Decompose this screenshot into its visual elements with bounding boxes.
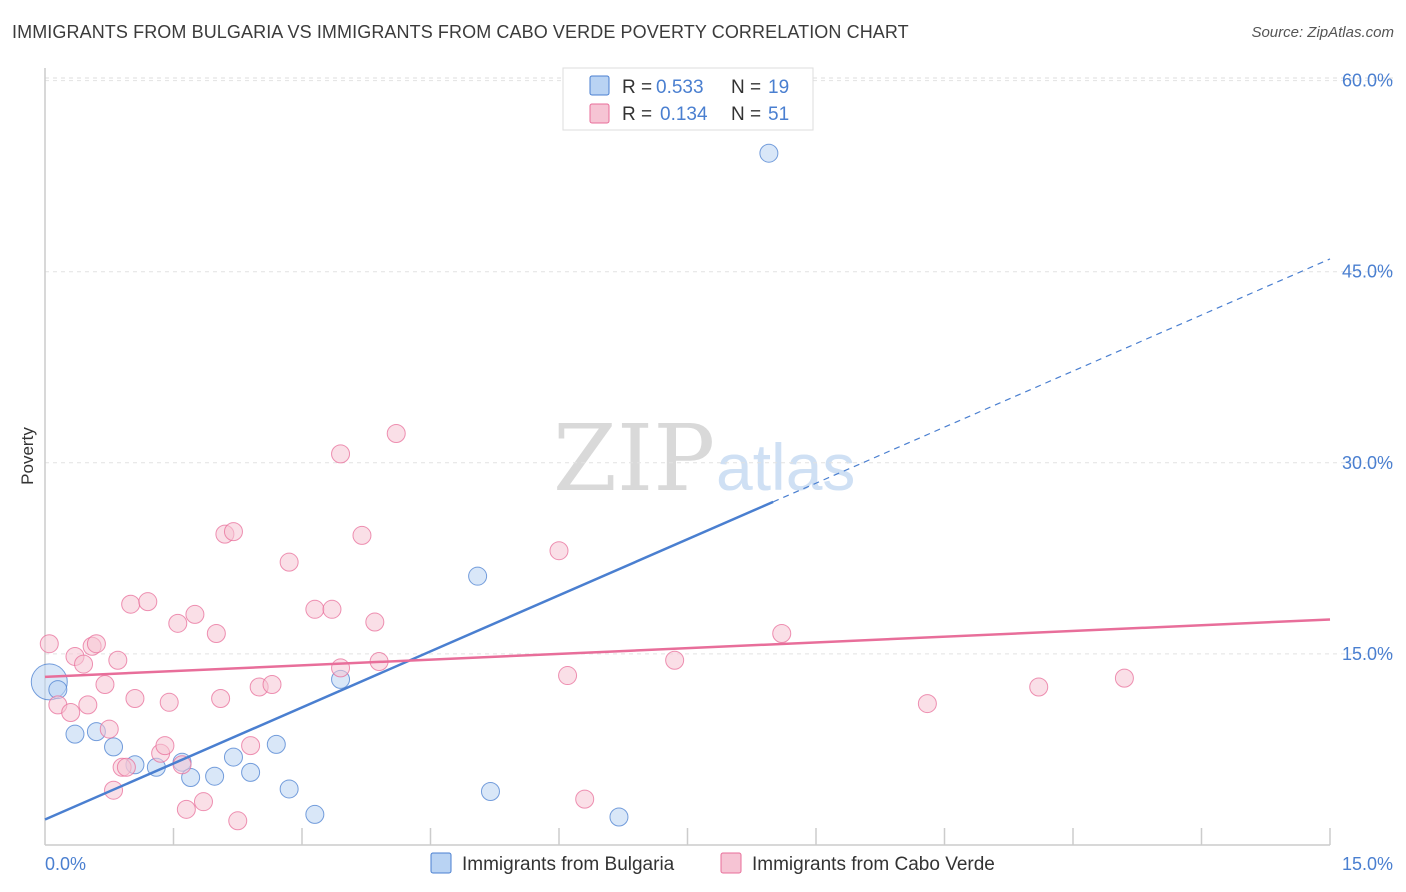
chart-title: IMMIGRANTS FROM BULGARIA VS IMMIGRANTS F… xyxy=(12,22,909,42)
point-cabo-verde xyxy=(193,792,213,812)
point-cabo-verde xyxy=(322,599,342,619)
point-bulgaria xyxy=(468,566,488,586)
watermark-atlas: atlas xyxy=(716,430,855,504)
x-axis-ticks: 0.0% 15.0% xyxy=(45,828,1393,874)
point-cabo-verde xyxy=(185,604,205,624)
point-cabo-verde xyxy=(121,594,141,614)
point-cabo-verde xyxy=(39,634,59,654)
trend-line-cabo-verde xyxy=(44,618,1331,679)
point-cabo-verde xyxy=(176,799,196,819)
point-cabo-verde xyxy=(331,658,351,678)
point-cabo-verde xyxy=(223,522,243,542)
watermark: ZIP atlas xyxy=(553,405,855,512)
stats-r-label-bulgaria: R = xyxy=(622,77,652,98)
point-cabo-verde xyxy=(228,811,248,831)
point-bulgaria xyxy=(241,762,261,782)
y-tick-label: 15.0% xyxy=(1342,644,1393,664)
point-cabo-verde xyxy=(116,757,136,777)
point-cabo-verde xyxy=(86,634,106,654)
stats-swatch-cabo-verde xyxy=(589,103,610,124)
point-cabo-verde xyxy=(262,674,282,694)
bottom-legend: Immigrants from Bulgaria Immigrants from… xyxy=(430,852,995,875)
point-cabo-verde xyxy=(61,703,81,723)
y-tick-label: 60.0% xyxy=(1342,71,1393,91)
stats-n-label-bulgaria: N = xyxy=(731,77,761,98)
point-cabo-verde xyxy=(279,552,299,572)
point-bulgaria xyxy=(609,807,629,827)
chart-source: Source: ZipAtlas.com xyxy=(1251,24,1394,41)
x-tick-label: 0.0% xyxy=(45,854,86,874)
point-cabo-verde xyxy=(108,650,128,670)
point-cabo-verde xyxy=(352,525,372,545)
point-cabo-verde xyxy=(365,612,385,632)
point-cabo-verde xyxy=(549,541,569,561)
point-cabo-verde xyxy=(78,695,98,715)
point-cabo-verde xyxy=(386,423,406,443)
point-cabo-verde xyxy=(159,692,179,712)
stats-r-value-cabo-verde: 0.134 xyxy=(660,104,708,125)
point-bulgaria xyxy=(205,766,225,786)
point-cabo-verde xyxy=(155,736,175,756)
point-bulgaria xyxy=(305,804,325,824)
point-cabo-verde xyxy=(917,694,937,714)
stats-n-label-cabo-verde: N = xyxy=(731,104,761,125)
point-bulgaria xyxy=(279,779,299,799)
y-tick-label: 30.0% xyxy=(1342,453,1393,473)
point-bulgaria xyxy=(266,734,286,754)
trend-lines xyxy=(44,258,1331,821)
trend-line-extension-bulgaria xyxy=(772,258,1331,503)
legend-label-bulgaria: Immigrants from Bulgaria xyxy=(462,854,675,875)
watermark-zip: ZIP xyxy=(553,405,715,512)
point-bulgaria xyxy=(223,747,243,767)
stats-swatch-bulgaria xyxy=(589,75,610,96)
point-cabo-verde xyxy=(74,654,94,674)
point-cabo-verde xyxy=(1114,668,1134,688)
stats-n-value-bulgaria: 19 xyxy=(768,77,789,98)
point-bulgaria xyxy=(759,143,779,163)
point-cabo-verde xyxy=(575,789,595,809)
x-tick-label: 15.0% xyxy=(1342,854,1393,874)
point-cabo-verde xyxy=(665,650,685,670)
stats-r-value-bulgaria: 0.533 xyxy=(656,77,704,98)
point-cabo-verde xyxy=(772,624,792,644)
y-axis-label: Poverty xyxy=(18,427,37,485)
point-cabo-verde xyxy=(206,624,226,644)
point-cabo-verde xyxy=(168,613,188,633)
point-bulgaria xyxy=(65,724,85,744)
stats-r-label-cabo-verde: R = xyxy=(622,104,652,125)
point-cabo-verde xyxy=(305,599,325,619)
point-cabo-verde xyxy=(99,719,119,739)
point-bulgaria xyxy=(480,781,500,801)
point-cabo-verde xyxy=(211,688,231,708)
y-axis-tick-labels: 15.0% 30.0% 45.0% 60.0% xyxy=(1342,71,1393,664)
stats-legend: R = 0.533 N = 19 R = 0.134 N = 51 xyxy=(562,67,814,131)
legend-label-cabo-verde: Immigrants from Cabo Verde xyxy=(752,854,995,875)
stats-n-value-cabo-verde: 51 xyxy=(768,104,789,125)
point-cabo-verde xyxy=(241,736,261,756)
legend-swatch-bulgaria xyxy=(430,852,452,874)
legend-swatch-cabo-verde xyxy=(720,852,742,874)
point-cabo-verde xyxy=(125,688,145,708)
point-cabo-verde xyxy=(95,674,115,694)
point-bulgaria xyxy=(104,737,124,757)
point-cabo-verde xyxy=(1029,677,1049,697)
point-cabo-verde xyxy=(558,666,578,686)
grid-lines xyxy=(45,77,1395,655)
point-cabo-verde xyxy=(331,444,351,464)
y-tick-label: 45.0% xyxy=(1342,262,1393,282)
point-cabo-verde xyxy=(138,592,158,612)
